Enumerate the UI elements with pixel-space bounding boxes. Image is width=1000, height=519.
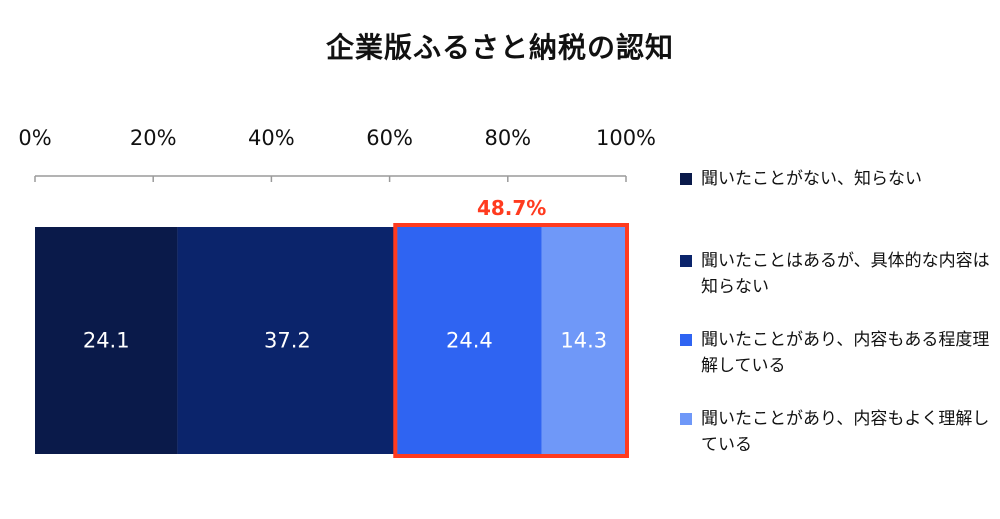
legend-swatch (680, 413, 692, 425)
legend-label: 聞いたことはあるが、具体的な内容は知らない (701, 251, 990, 297)
legend-item: 聞いたことがない、知らない (680, 166, 992, 192)
legend-label: 聞いたことがない、知らない (701, 169, 922, 189)
data-label: 24.1 (83, 329, 130, 353)
legend-item: 聞いたことはあるが、具体的な内容は知らない (680, 248, 992, 300)
legend-swatch (680, 255, 692, 267)
legend-swatch (680, 173, 692, 185)
x-tick-label: 100% (596, 126, 656, 150)
highlight-label: 48.7% (477, 196, 546, 220)
legend-swatch (680, 334, 692, 346)
x-tick-label: 80% (484, 126, 531, 150)
chart-title: 企業版ふるさと納税の認知 (325, 31, 674, 64)
highlight-box (393, 223, 629, 458)
data-label: 37.2 (264, 329, 311, 353)
x-tick-label: 20% (130, 126, 177, 150)
x-tick-label: 0% (18, 126, 51, 150)
x-tick-label: 60% (366, 126, 413, 150)
legend-label: 聞いたことがあり、内容もある程度理解している (701, 330, 990, 376)
data-label: 24.4 (446, 329, 493, 353)
bar-segment (177, 227, 398, 454)
bar-segment (397, 227, 542, 454)
bar-segment (541, 227, 626, 454)
legend-item: 聞いたことがあり、内容もある程度理解している (680, 327, 992, 379)
legend-item: 聞いたことがあり、内容もよく理解している (680, 406, 992, 458)
legend-label: 聞いたことがあり、内容もよく理解している (701, 409, 990, 455)
x-tick-label: 40% (248, 126, 295, 150)
bar-segment (35, 227, 178, 454)
data-label: 14.3 (560, 329, 607, 353)
